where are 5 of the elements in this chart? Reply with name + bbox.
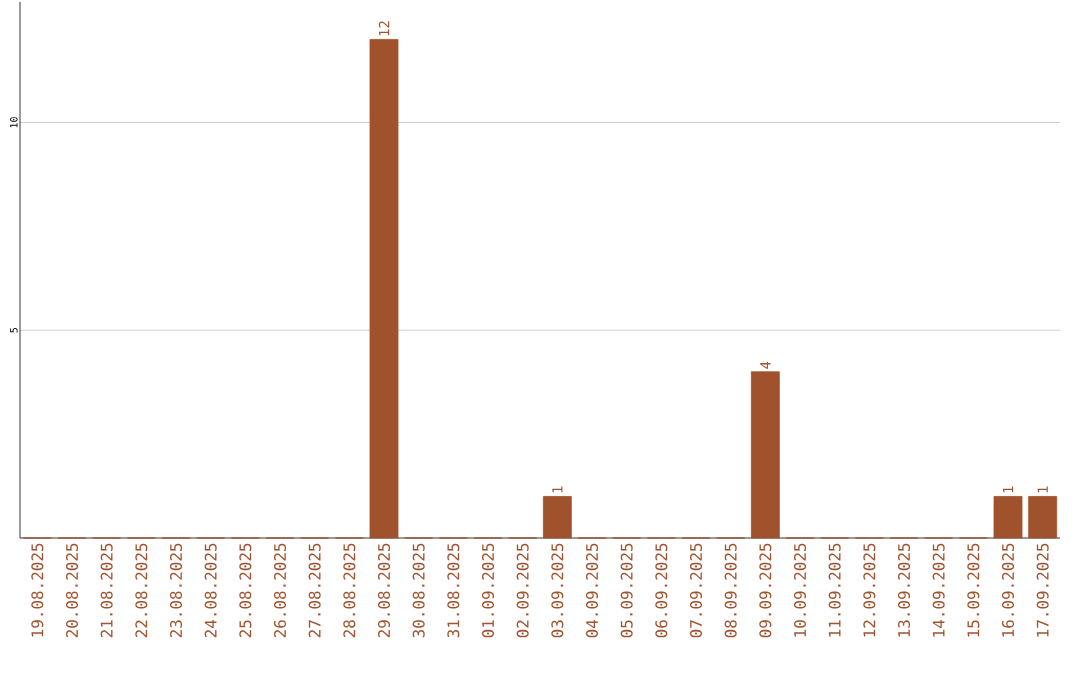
bar <box>750 371 780 539</box>
bar <box>1028 496 1058 539</box>
bar <box>993 496 1023 539</box>
bar <box>369 38 399 539</box>
bar <box>542 496 572 539</box>
